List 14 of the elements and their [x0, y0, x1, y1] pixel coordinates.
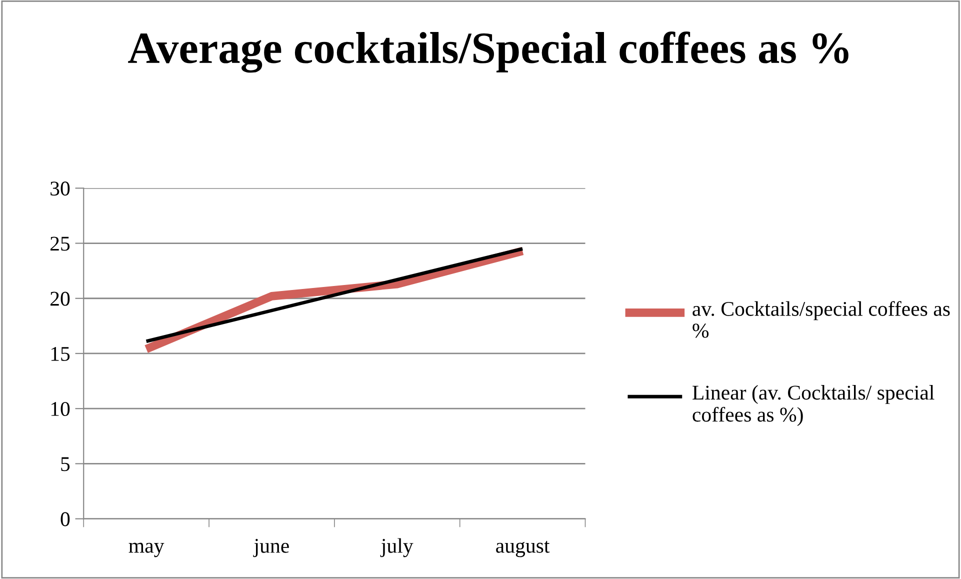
x-tick-label: august [496, 540, 550, 558]
y-tick-label: 30 [50, 182, 70, 196]
y-tick-label: 25 [50, 236, 70, 251]
x-tick-label: july [380, 538, 414, 558]
y-tick-label: 20 [50, 292, 70, 306]
x-tick-label: may [128, 542, 164, 558]
chart-title: Average cocktails/Special coffees as % [128, 32, 848, 73]
legend-label: Linear (av. Cocktails/ special coffees as %) [692, 385, 934, 426]
y-tick-label: 5 [61, 457, 70, 472]
x-tick-label: june [253, 538, 289, 558]
y-tick-label: 15 [51, 346, 70, 361]
y-tick-label: 0 [60, 512, 70, 526]
legend-label: av. Cocktails/special coffees as % [692, 301, 950, 338]
y-tick-label: 10 [51, 402, 70, 416]
